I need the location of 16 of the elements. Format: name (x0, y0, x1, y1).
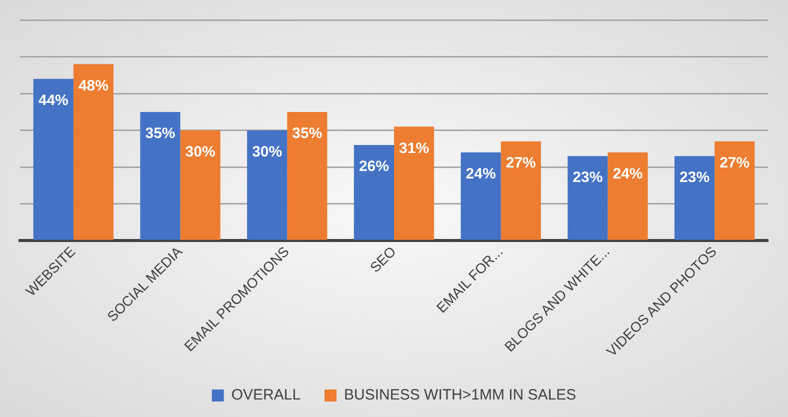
data-label: 24% (612, 166, 643, 183)
data-label: 31% (399, 140, 430, 157)
data-label: 35% (145, 125, 176, 142)
data-label: 27% (506, 154, 536, 172)
data-label: 44% (38, 92, 68, 109)
legend-label: BUSINESS WITH>1MM IN SALES (344, 386, 576, 404)
data-label: 27% (720, 154, 750, 172)
data-label: 48% (78, 77, 108, 94)
data-label: 35% (292, 125, 322, 142)
data-label: 26% (358, 158, 389, 176)
data-label: 30% (185, 143, 216, 160)
data-label: 23% (680, 169, 710, 186)
data-label: 23% (572, 169, 603, 186)
data-label: 30% (252, 143, 282, 160)
data-label: 24% (466, 166, 496, 183)
legend-label: OVERALL (231, 386, 301, 404)
